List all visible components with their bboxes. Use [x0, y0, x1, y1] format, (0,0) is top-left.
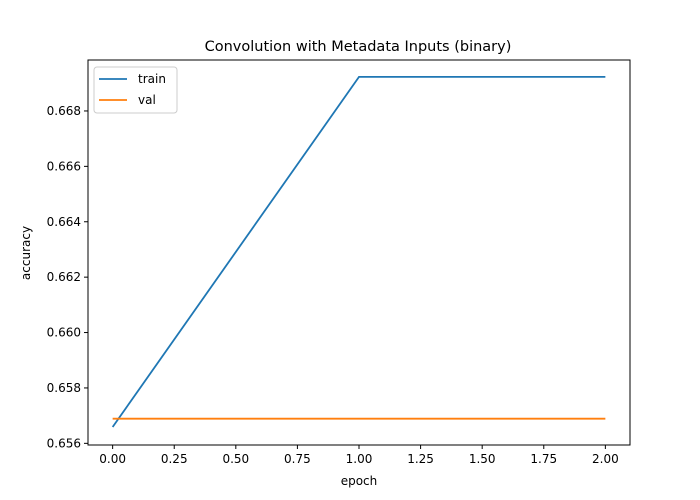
y-axis-label: accuracy — [19, 226, 33, 280]
y-tick-label: 0.660 — [47, 326, 81, 340]
x-tick-label: 0.75 — [284, 452, 311, 466]
y-axis-ticks: 0.656 0.658 0.660 0.662 0.664 0.666 0.668 — [47, 104, 88, 450]
x-tick-label: 1.75 — [530, 452, 557, 466]
legend-label-val: val — [138, 93, 156, 107]
x-tick-label: 1.25 — [407, 452, 434, 466]
chart-title: Convolution with Metadata Inputs (binary… — [205, 39, 512, 55]
y-tick-label: 0.668 — [47, 104, 81, 118]
legend-label-train: train — [138, 72, 166, 86]
plot-area: 0.00 0.25 0.50 0.75 1.00 1.25 1.50 1.75 2.00 0.6… — [47, 59, 631, 466]
y-tick-label: 0.656 — [47, 436, 81, 450]
legend: train val — [93, 66, 178, 114]
y-tick-label: 0.658 — [47, 381, 81, 395]
y-tick-label: 0.662 — [47, 270, 81, 284]
x-tick-label: 0.00 — [99, 452, 126, 466]
y-tick-label: 0.664 — [47, 215, 81, 229]
x-tick-label: 2.00 — [592, 452, 619, 466]
y-tick-label: 0.666 — [47, 159, 81, 173]
x-tick-label: 0.25 — [161, 452, 188, 466]
x-tick-label: 0.50 — [222, 452, 249, 466]
x-axis-ticks: 0.00 0.25 0.50 0.75 1.00 1.25 1.50 1.75 2.00 — [99, 445, 619, 466]
x-axis-label: epoch — [341, 474, 378, 488]
series-line-train — [111, 75, 606, 428]
series-lines — [111, 75, 606, 428]
x-tick-label: 1.50 — [469, 452, 496, 466]
x-tick-label: 1.00 — [346, 452, 373, 466]
